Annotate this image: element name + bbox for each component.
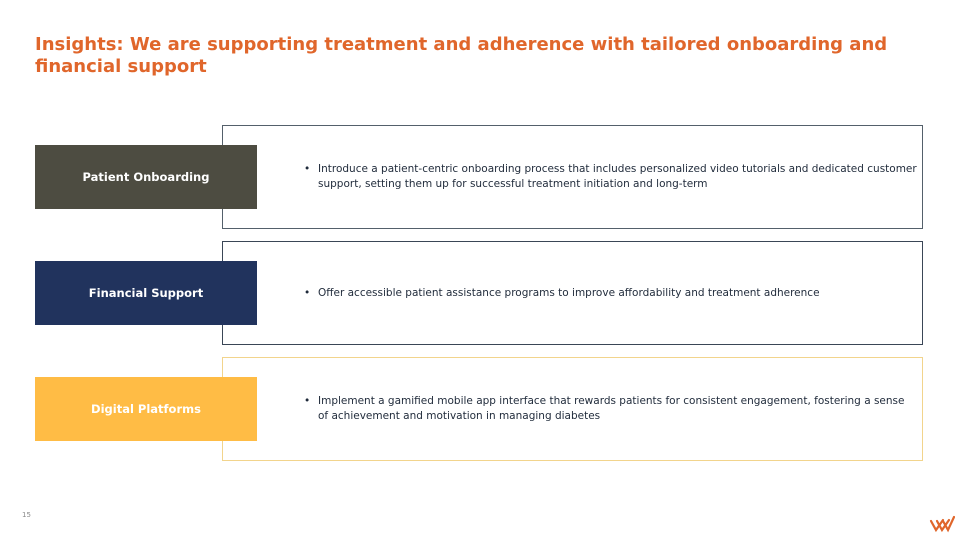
category-label: Patient Onboarding <box>35 145 257 209</box>
bullet-list: Introduce a patient-centric onboarding p… <box>302 126 917 228</box>
page-number: 15 <box>22 511 31 519</box>
category-label: Digital Platforms <box>35 377 257 441</box>
bullet-item: Implement a gamified mobile app interfac… <box>302 394 917 424</box>
row-digital-platforms: Implement a gamified mobile app interfac… <box>35 357 923 461</box>
row-financial-support: Offer accessible patient assistance prog… <box>35 241 923 345</box>
bullet-item: Offer accessible patient assistance prog… <box>302 286 917 301</box>
insight-card: Offer accessible patient assistance prog… <box>222 241 923 345</box>
bullet-item: Introduce a patient-centric onboarding p… <box>302 162 917 192</box>
insight-card: Implement a gamified mobile app interfac… <box>222 357 923 461</box>
bullet-list: Implement a gamified mobile app interfac… <box>302 358 917 460</box>
chevron-stripes-logo-icon <box>929 515 955 533</box>
category-label: Financial Support <box>35 261 257 325</box>
page-title: Insights: We are supporting treatment an… <box>35 34 888 77</box>
bullet-list: Offer accessible patient assistance prog… <box>302 242 917 344</box>
insight-card: Introduce a patient-centric onboarding p… <box>222 125 923 229</box>
row-patient-onboarding: Introduce a patient-centric onboarding p… <box>35 125 923 229</box>
